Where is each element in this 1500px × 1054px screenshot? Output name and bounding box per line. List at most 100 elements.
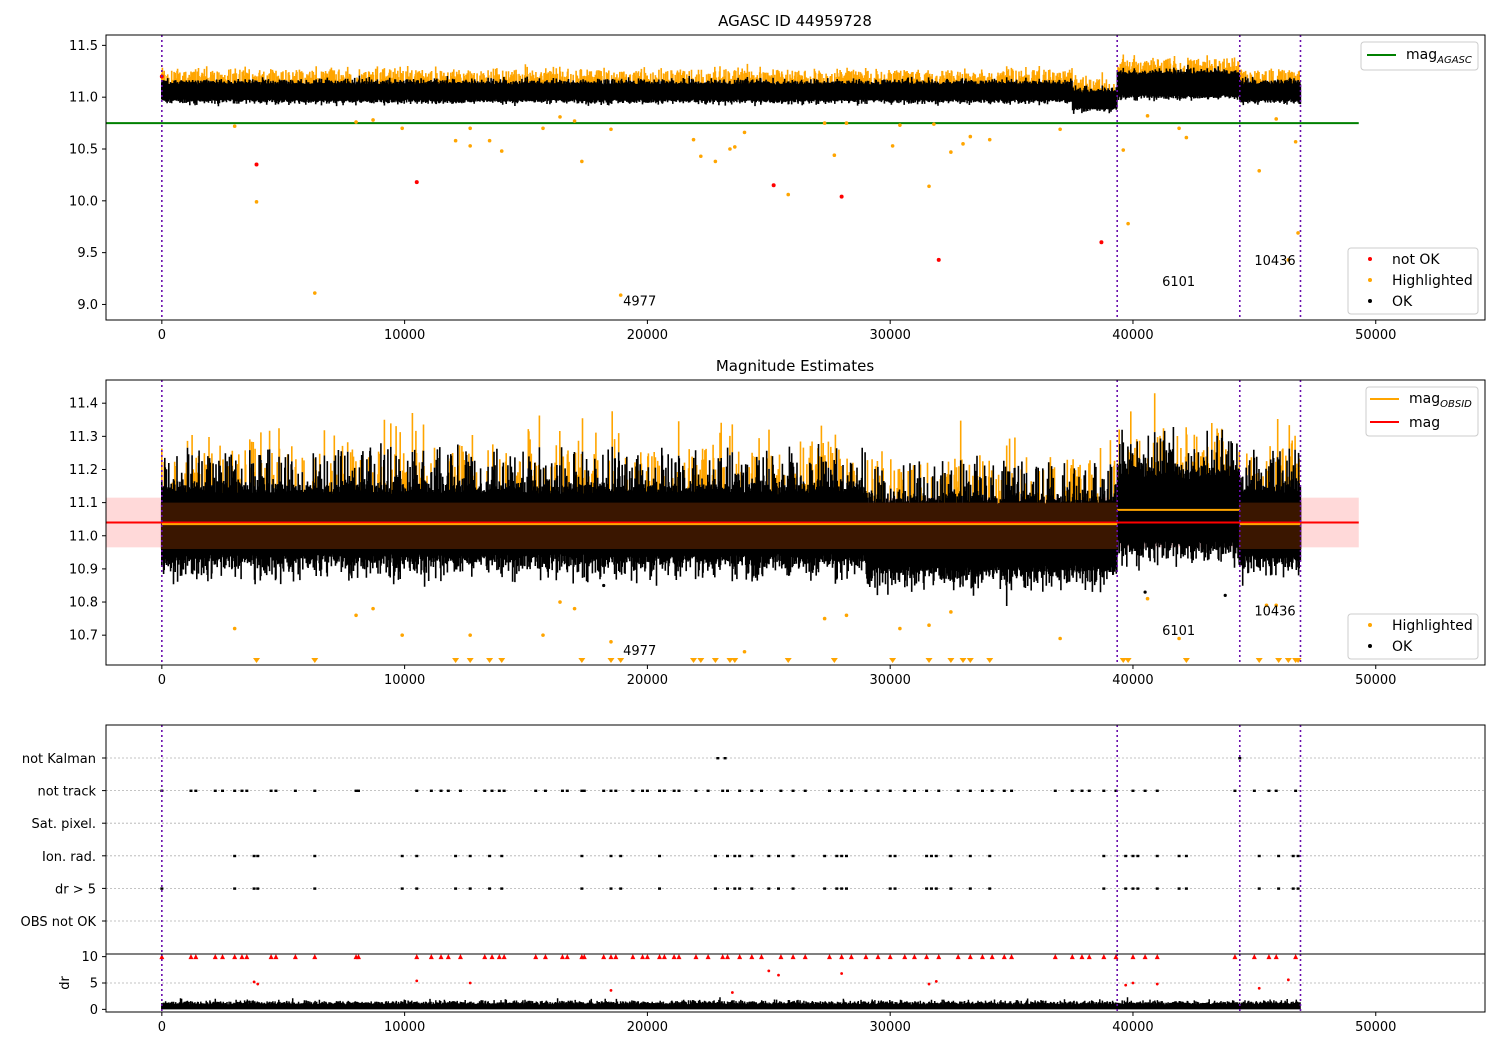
flags-ylabel-3: Ion. rad. bbox=[42, 850, 96, 865]
dr-clipped-marker-31 bbox=[613, 954, 619, 960]
flag-mark-4-12 bbox=[609, 887, 613, 890]
magnitude-clipped-marker-20 bbox=[966, 658, 974, 663]
magnitude-obsid-label-2: 10436 bbox=[1254, 604, 1295, 619]
flag-mark-3-26 bbox=[888, 854, 892, 858]
dr-outlier-point-15 bbox=[1286, 978, 1290, 982]
dr-clipped-marker-14 bbox=[414, 954, 420, 960]
flag-mark-4-24 bbox=[835, 887, 839, 890]
dr-outlier-point-3 bbox=[468, 981, 472, 985]
flag-mark-1-75 bbox=[1252, 789, 1256, 792]
dr-clipped-marker-35 bbox=[657, 954, 663, 960]
agasc-axes: 0 10000 20000 30000 40000 50000 9.0 9.5 10.0 10.5… bbox=[69, 39, 1396, 343]
flag-mark-1-54 bbox=[888, 789, 892, 792]
agasc-highlighted-point-16 bbox=[618, 293, 623, 297]
flag-mark-1-69 bbox=[1102, 789, 1106, 792]
flag-mark-3-43 bbox=[1291, 854, 1295, 858]
flag-mark-1-52 bbox=[864, 789, 868, 792]
magnitude-clipped-marker-13 bbox=[731, 658, 739, 663]
magnitude-legend-upper: magOBSID mag bbox=[1365, 386, 1479, 437]
magnitude-highlighted-point-12 bbox=[898, 626, 902, 631]
flag-mark-4-34 bbox=[988, 887, 992, 890]
agasc-highlighted-point-37 bbox=[1126, 221, 1130, 226]
flag-mark-1-64 bbox=[1010, 789, 1014, 792]
flag-mark-3-24 bbox=[840, 854, 844, 858]
flag-mark-3-21 bbox=[791, 854, 795, 858]
flag-mark-1-19 bbox=[483, 789, 487, 792]
flag-mark-1-71 bbox=[1131, 789, 1135, 792]
magnitude-highlighted-point-7 bbox=[572, 606, 577, 611]
legend-label-ok: OK bbox=[1392, 294, 1413, 310]
agasc-xtick-label-0: 0 bbox=[158, 328, 166, 343]
agasc-ytick-label-0: 9.0 bbox=[77, 298, 98, 313]
dr-clipped-marker-48 bbox=[802, 954, 808, 960]
magnitude-clipped-marker-26 bbox=[1275, 658, 1283, 663]
agasc-highlighted-point-34 bbox=[987, 137, 992, 142]
magnitude-highlighted-point-5 bbox=[541, 633, 545, 637]
flag-mark-1-50 bbox=[840, 789, 844, 792]
flag-mark-3-17 bbox=[738, 854, 742, 858]
agasc-ytick-label-1: 9.5 bbox=[77, 246, 98, 261]
magnitude-clipped-marker-0 bbox=[253, 658, 261, 663]
agasc-xtick-label-4: 40000 bbox=[1112, 328, 1153, 343]
flag-mark-3-41 bbox=[1257, 854, 1261, 858]
flag-mark-4-15 bbox=[713, 887, 717, 890]
flag-mark-3-36 bbox=[1131, 854, 1135, 858]
dr-clipped-marker-43 bbox=[737, 954, 743, 960]
flag-mark-4-27 bbox=[888, 887, 892, 890]
flag-mark-4-14 bbox=[658, 887, 662, 890]
agasc-highlighted-point-38 bbox=[1145, 114, 1150, 118]
magnitude-highlighted-point-13 bbox=[927, 623, 931, 628]
magnitude-highlighted-point-9 bbox=[742, 649, 747, 654]
dr-clipped-marker-62 bbox=[989, 954, 995, 960]
flag-mark-1-78 bbox=[1294, 789, 1298, 792]
flag-mark-3-7 bbox=[468, 854, 472, 858]
agasc-xtick-label-5: 50000 bbox=[1355, 328, 1396, 343]
flag-mark-1-49 bbox=[827, 789, 831, 792]
agasc-highlighted-point-40 bbox=[1184, 135, 1189, 140]
flag-mark-4-30 bbox=[929, 887, 933, 890]
dr-clipped-marker-30 bbox=[608, 954, 614, 960]
flag-mark-1-76 bbox=[1267, 789, 1271, 792]
flag-mark-4-32 bbox=[949, 887, 953, 890]
dr-clipped-marker-24 bbox=[542, 954, 548, 960]
flag-mark-0-2 bbox=[1238, 757, 1242, 760]
flag-mark-4-39 bbox=[1155, 887, 1159, 890]
dr-clipped-marker-38 bbox=[676, 954, 682, 960]
flags-marks bbox=[106, 725, 1485, 954]
dr-clipped-marker-75 bbox=[1251, 954, 1257, 960]
flag-mark-4-16 bbox=[726, 887, 730, 890]
flag-mark-4-11 bbox=[580, 887, 584, 890]
flag-mark-1-37 bbox=[672, 789, 676, 792]
flag-mark-1-67 bbox=[1080, 789, 1084, 792]
magnitude-clipped-marker-17 bbox=[925, 658, 933, 663]
flag-mark-1-56 bbox=[912, 789, 916, 792]
flag-mark-3-29 bbox=[929, 854, 933, 858]
magnitude-clipped-marker-21 bbox=[986, 658, 994, 663]
dr-clipped-marker-16 bbox=[438, 954, 444, 960]
magnitude-highlighted-point-10 bbox=[822, 616, 827, 621]
agasc-highlighted-point-0 bbox=[232, 124, 237, 128]
dr-clipped-marker-61 bbox=[979, 954, 985, 960]
flag-mark-4-1 bbox=[233, 887, 237, 890]
flag-mark-1-14 bbox=[415, 789, 419, 792]
agasc-highlighted-point-29 bbox=[927, 184, 931, 189]
dr-clipped-marker-22 bbox=[501, 954, 507, 960]
agasc-highlighted-point-42 bbox=[1274, 117, 1279, 121]
flag-mark-3-18 bbox=[750, 854, 754, 858]
magnitude-xtick-label-4: 40000 bbox=[1112, 673, 1153, 688]
magnitude-clipped-marker-19 bbox=[959, 658, 967, 663]
flag-mark-4-5 bbox=[400, 887, 404, 890]
flag-mark-1-13 bbox=[356, 789, 360, 792]
flag-mark-3-13 bbox=[658, 854, 662, 858]
flag-mark-1-36 bbox=[662, 789, 666, 792]
flags-axes: not Kalman not track Sat. pixel. Ion. rad. d… bbox=[21, 752, 106, 930]
flag-mark-3-10 bbox=[580, 854, 584, 858]
flag-mark-1-43 bbox=[738, 789, 742, 792]
flag-mark-3-37 bbox=[1136, 854, 1140, 858]
flag-mark-4-20 bbox=[767, 887, 771, 890]
agasc-highlighted-point-28 bbox=[898, 123, 902, 127]
agasc-highlighted-point-23 bbox=[786, 192, 791, 197]
agasc-highlighted-point-33 bbox=[968, 134, 973, 139]
magnitude-ok-point-1 bbox=[602, 583, 606, 588]
magnitude-ytick-label-7: 11.4 bbox=[69, 397, 98, 412]
